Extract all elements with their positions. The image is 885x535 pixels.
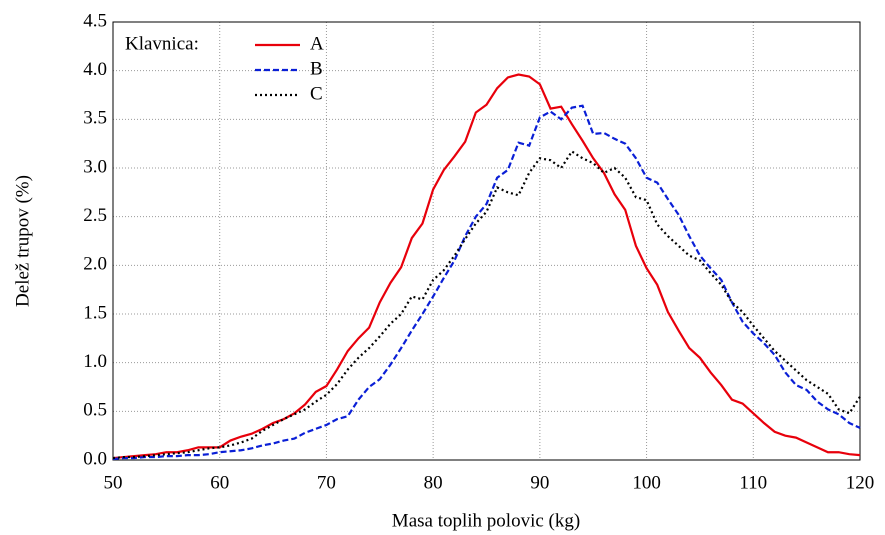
y-tick-label: 2.0 <box>83 254 107 275</box>
x-tick-label: 90 <box>530 472 549 493</box>
y-tick-label: 3.5 <box>83 108 107 129</box>
legend-label: A <box>310 33 324 54</box>
y-tick-label: 2.5 <box>83 205 107 226</box>
series-line <box>112 104 861 461</box>
y-tick-label: 0.5 <box>83 400 107 421</box>
x-tick-label: 50 <box>104 472 123 493</box>
y-tick-label: 0.0 <box>83 448 107 469</box>
legend-label: C <box>310 83 323 104</box>
x-tick-label: 80 <box>424 472 443 493</box>
plot-frame <box>112 21 861 461</box>
series-line <box>112 149 861 460</box>
x-tick-label: 60 <box>210 472 229 493</box>
x-tick-label: 70 <box>317 472 336 493</box>
y-tick-label: 4.0 <box>83 59 107 80</box>
x-tick-label: 110 <box>739 472 767 493</box>
legend-title: Klavnica: <box>125 33 199 54</box>
series-line <box>112 73 861 460</box>
x-axis-label: Masa toplih polovic (kg) <box>392 510 580 531</box>
y-tick-label: 3.0 <box>83 156 107 177</box>
y-axis-label: Delež trupov (%) <box>12 175 33 307</box>
y-tick-label: 1.5 <box>83 302 107 323</box>
x-tick-label: 100 <box>632 472 661 493</box>
y-tick-label: 1.0 <box>83 351 107 372</box>
legend-label: B <box>310 58 323 79</box>
x-tick-label: 120 <box>846 472 875 493</box>
y-tick-label: 4.5 <box>83 10 107 31</box>
